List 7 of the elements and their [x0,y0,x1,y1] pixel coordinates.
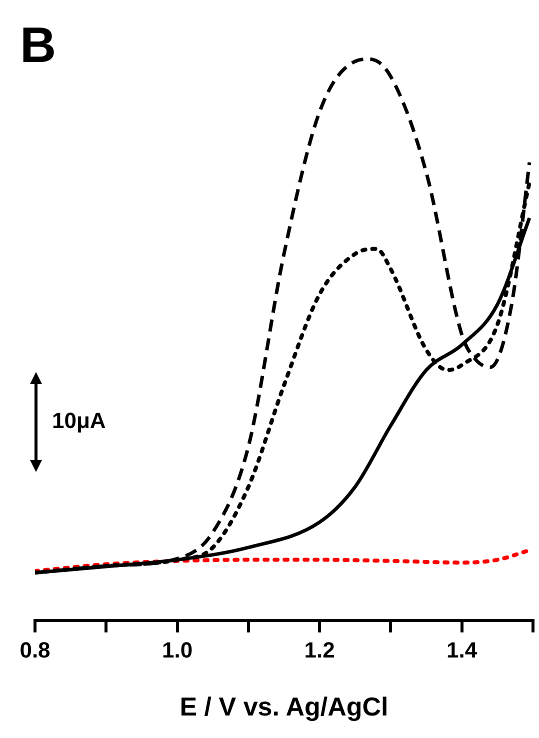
x-tick-label: 1.2 [304,638,335,663]
annotation: 10μA [52,408,106,434]
x-tick-label: 1.4 [446,638,478,663]
x-tick-label: 1.0 [162,638,193,663]
chart-title: B [20,17,56,73]
x-tick-label: 0.8 [20,638,50,663]
x-axis-title: E / V vs. Ag/AgCl [180,692,388,722]
